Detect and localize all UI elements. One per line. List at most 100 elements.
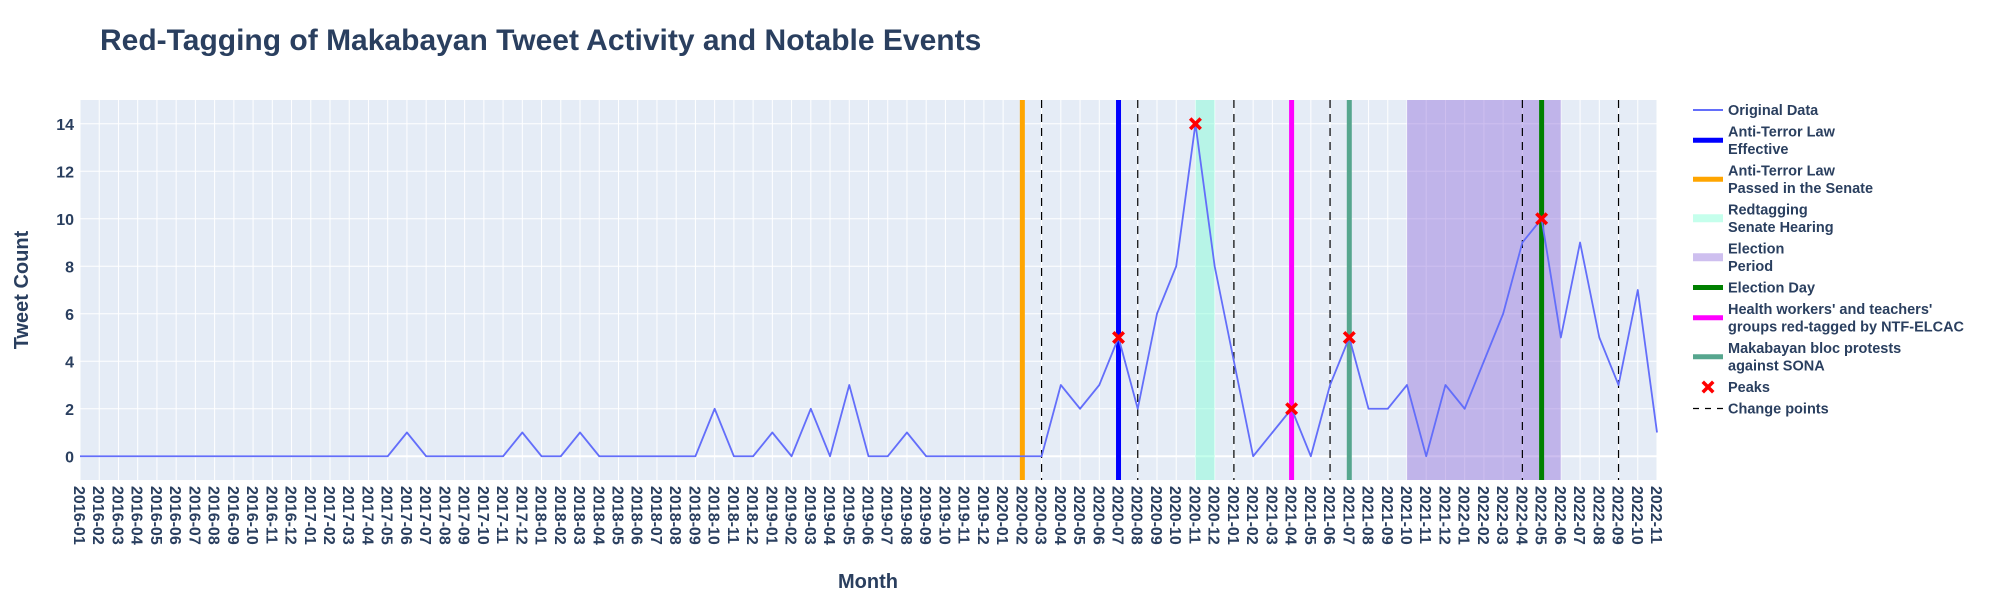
x-tick-label: 2019-08: [897, 486, 914, 545]
x-tick-label: 2022-09: [1609, 486, 1626, 545]
legend-label: groups red-tagged by NTF-ELCAC: [1728, 320, 1965, 336]
legend-label: Election: [1728, 242, 1784, 258]
legend-label: Original Data: [1728, 103, 1819, 119]
x-tick-label: 2021-10: [1397, 486, 1414, 545]
x-tick-label: 2020-09: [1147, 486, 1164, 545]
peak-marker: [1188, 117, 1202, 131]
x-tick-label: 2020-06: [1089, 486, 1106, 545]
x-tick-label: 2018-04: [589, 486, 606, 545]
y-tick-label: 4: [65, 354, 74, 371]
legend-item: Election Day: [1693, 281, 1815, 297]
x-tick-label: 2017-06: [397, 486, 414, 545]
x-tick-label: 2018-03: [570, 486, 587, 545]
x-tick-label: 2021-03: [1262, 486, 1279, 545]
legend-item: Original Data: [1693, 103, 1819, 119]
x-tick-label: 2017-01: [301, 486, 318, 545]
x-tick-label: 2018-01: [532, 486, 549, 545]
x-tick-label: 2022-06: [1551, 486, 1568, 545]
x-tick-label: 2016-08: [205, 486, 222, 545]
change-point-lines: [1040, 100, 1620, 480]
x-tick-label: 2019-12: [974, 486, 991, 545]
x-tick-label: 2018-12: [743, 486, 760, 545]
x-tick-label: 2019-11: [955, 486, 972, 544]
x-tick-label: 2022-05: [1532, 486, 1549, 545]
x-tick-label: 2020-07: [1109, 486, 1126, 545]
x-tick-label: 2016-02: [89, 486, 106, 545]
x-tick-label: 2016-11: [262, 486, 279, 544]
x-tick-label: 2016-09: [224, 486, 241, 545]
x-tick-label: 2019-10: [935, 486, 952, 545]
legend-item: Health workers' and teachers' groups red-…: [1693, 302, 1965, 336]
x-tick-label: 2022-08: [1589, 486, 1606, 545]
x-tick-label: 2021-08: [1359, 486, 1376, 545]
x-tick-label: 2018-06: [628, 486, 645, 545]
series-lines: [80, 122, 1658, 458]
x-tick-label: 2018-05: [608, 486, 625, 545]
x-tick-label: 2020-11: [1185, 486, 1202, 544]
peak-marker: [1285, 402, 1299, 416]
legend-swatch: [1693, 214, 1723, 223]
y-tick-label: 6: [65, 307, 74, 324]
x-tick-label: 2016-07: [185, 486, 202, 545]
peak-markers: [1112, 117, 1549, 416]
x-tick-label: 2019-09: [916, 486, 933, 545]
legend-label: Passed in the Senate: [1728, 181, 1873, 197]
x-tick-label: 2022-10: [1628, 486, 1645, 545]
x-tick-label: 2021-01: [1224, 486, 1241, 545]
x-tick-label: 2021-06: [1320, 486, 1337, 545]
x-tick-label: 2022-07: [1570, 486, 1587, 545]
legend-label: Peaks: [1728, 380, 1770, 396]
x-tick-label: 2016-04: [128, 486, 145, 545]
x-tick-label: 2016-05: [147, 486, 164, 545]
x-axis-title: Month: [838, 571, 898, 593]
legend-label: Change points: [1728, 402, 1829, 418]
x-tick-label: 2016-03: [108, 486, 125, 545]
x-tick-label: 2017-09: [455, 486, 472, 545]
y-tick-label: 0: [65, 449, 74, 466]
x-tick-label: 2019-03: [801, 486, 818, 545]
x-tick-label: 2021-12: [1435, 486, 1452, 545]
y-axis-ticks: 0 2 4 6 8 10 12 14: [56, 117, 74, 467]
y-tick-label: 2: [65, 402, 74, 419]
x-tick-label: 2021-05: [1301, 486, 1318, 545]
x-tick-label: 2020-10: [1166, 486, 1183, 545]
x-tick-label: 2017-05: [378, 486, 395, 545]
x-tick-label: 2017-03: [339, 486, 356, 545]
legend-item: Change points: [1693, 402, 1829, 418]
x-tick-label: 2021-11: [1416, 486, 1433, 544]
x-tick-label: 2019-02: [782, 486, 799, 545]
peak-marker: [1112, 331, 1126, 344]
x-tick-label: 2018-02: [551, 486, 568, 545]
legend-label: Anti-Terror Law: [1728, 125, 1836, 141]
x-tick-label: 2022-11: [1647, 486, 1664, 544]
x-tick-label: 2016-12: [282, 486, 299, 545]
legend-item: Peaks: [1701, 380, 1770, 396]
x-tick-label: 2019-07: [878, 486, 895, 545]
series-line: [80, 122, 1658, 458]
x-tick-label: 2016-06: [166, 486, 183, 545]
x-tick-label: 2017-12: [512, 486, 529, 545]
x-tick-label: 2017-08: [435, 486, 452, 545]
legend-swatch: [1693, 253, 1723, 262]
x-tick-label: 2020-08: [1128, 486, 1145, 545]
x-tick-label: 2017-02: [320, 486, 337, 545]
legend-label: Health workers' and teachers': [1728, 302, 1932, 318]
x-tick-label: 2017-07: [416, 486, 433, 545]
x-tick-label: 2019-06: [859, 486, 876, 545]
x-tick-label: 2021-04: [1282, 486, 1299, 545]
x-tick-label: 2018-09: [685, 486, 702, 545]
legend-label: Period: [1728, 259, 1773, 275]
event-spans: [1195, 100, 1561, 480]
x-tick-label: 2020-03: [1032, 486, 1049, 545]
legend-label: Makabayan bloc protests: [1728, 341, 1901, 357]
x-tick-label: 2018-08: [666, 486, 683, 545]
x-tick-label: 2019-05: [839, 486, 856, 545]
legend-swatch: [1701, 380, 1715, 394]
y-tick-label: 10: [56, 212, 74, 229]
x-tick-label: 2022-04: [1512, 486, 1529, 545]
y-tick-label: 14: [56, 117, 74, 134]
x-tick-label: 2019-04: [820, 486, 837, 545]
x-tick-label: 2022-02: [1474, 486, 1491, 545]
